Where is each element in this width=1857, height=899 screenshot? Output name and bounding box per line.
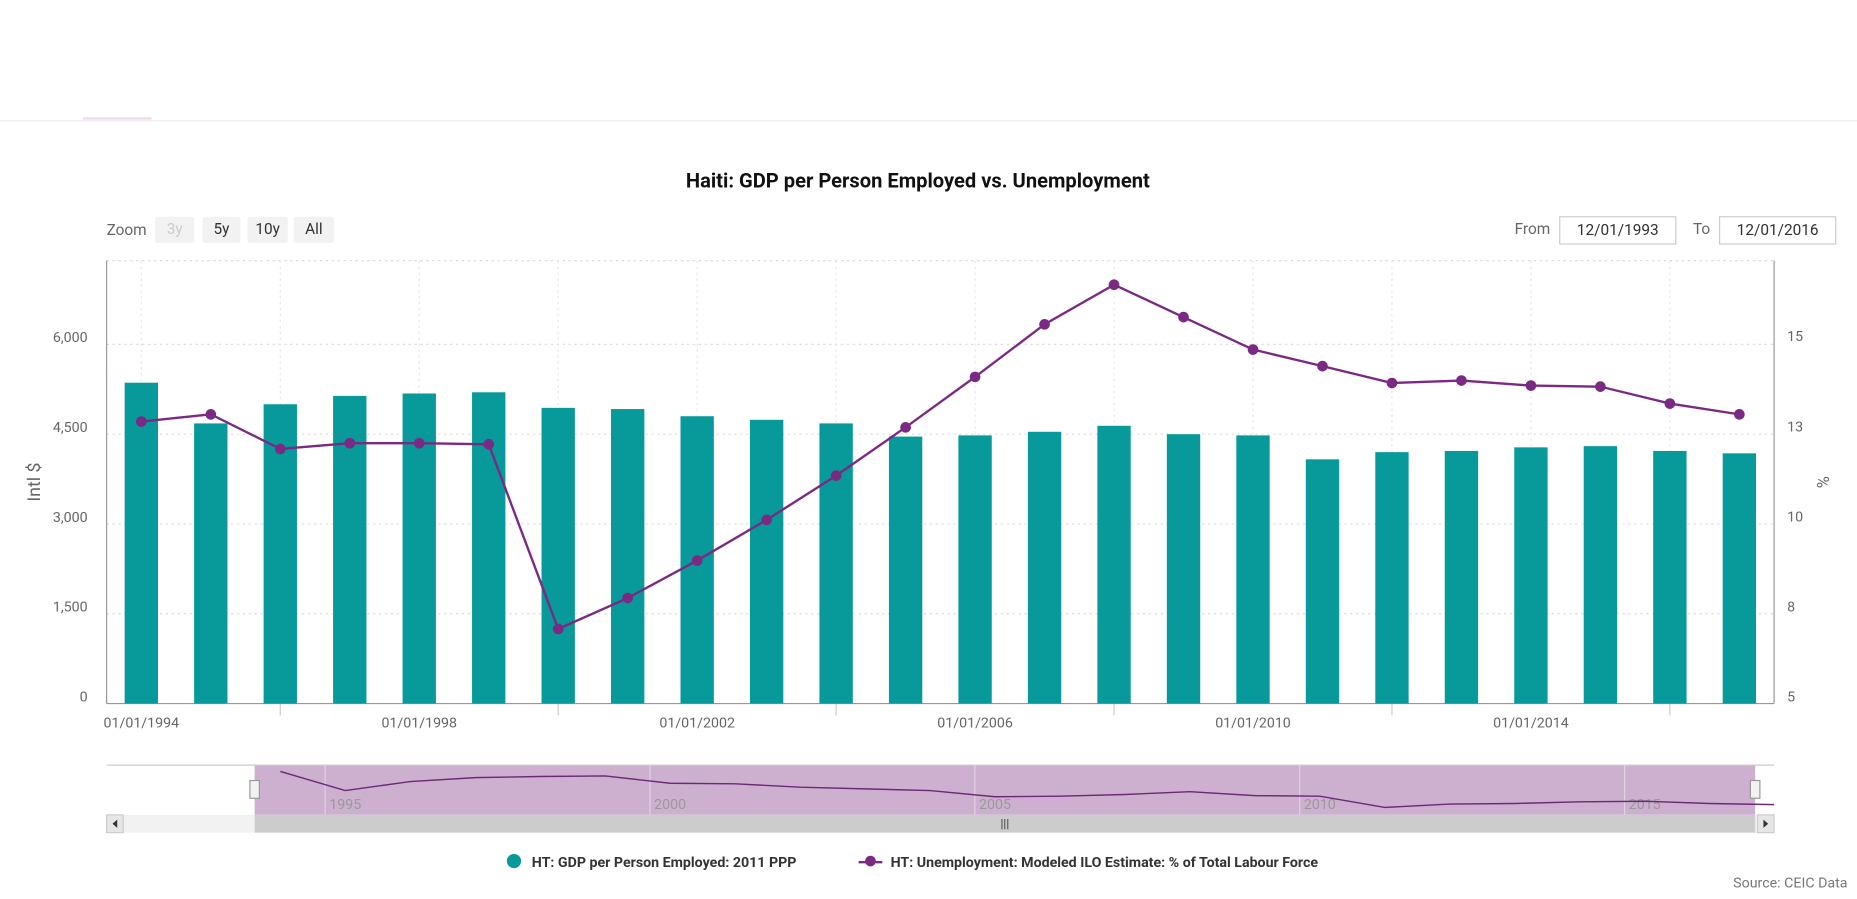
scrollbar-left-arrow bbox=[112, 819, 118, 828]
x-tick-label: 01/01/2002 bbox=[659, 715, 735, 731]
scrollbar-right-arrow bbox=[1763, 819, 1769, 828]
navigator-tick-label: 1995 bbox=[329, 797, 361, 813]
bar bbox=[541, 407, 575, 704]
line-point bbox=[413, 437, 425, 449]
line-point bbox=[1317, 360, 1328, 372]
zoom-button-label[interactable]: 10y bbox=[255, 220, 280, 238]
line-point bbox=[1386, 377, 1398, 389]
bar bbox=[1653, 450, 1687, 704]
bar bbox=[1722, 453, 1757, 704]
navigator-line bbox=[280, 770, 1775, 809]
line-point bbox=[1664, 398, 1676, 409]
bar bbox=[1236, 435, 1270, 704]
zoom-button[interactable] bbox=[202, 216, 241, 243]
legend-label[interactable]: HT: GDP per Person Employed: 2011 PPP bbox=[532, 855, 797, 871]
legend-marker[interactable] bbox=[506, 853, 522, 869]
line-point bbox=[622, 592, 634, 604]
line-point bbox=[344, 437, 356, 449]
line-point bbox=[1456, 375, 1467, 386]
navigator-selection bbox=[254, 765, 1756, 815]
bar bbox=[819, 423, 853, 704]
x-tick-label: 01/01/2006 bbox=[937, 715, 1013, 731]
y-tick-label: 6,000 bbox=[53, 330, 88, 346]
y-tick-label: 0 bbox=[80, 689, 88, 705]
bar bbox=[1375, 452, 1409, 704]
line-point bbox=[483, 438, 495, 450]
navigator-tick-label: 2000 bbox=[654, 797, 686, 813]
zoom-button-label[interactable]: 5y bbox=[214, 220, 231, 238]
y2-tick-label: 13 bbox=[1787, 419, 1803, 435]
zoom-button[interactable] bbox=[247, 216, 288, 243]
navigator-tick-label: 2015 bbox=[1629, 797, 1661, 813]
y-tick-label: 4,500 bbox=[53, 420, 88, 436]
x-tick-label: 01/01/1998 bbox=[381, 715, 457, 731]
bar bbox=[1027, 431, 1062, 704]
line-point bbox=[1734, 409, 1745, 420]
line-point bbox=[830, 470, 842, 481]
line-point bbox=[1595, 381, 1606, 392]
x-tick-label: 01/01/1994 bbox=[104, 715, 180, 731]
scrollbar-grip: ||| bbox=[1001, 816, 1010, 830]
line-point bbox=[691, 555, 703, 566]
line-point bbox=[135, 416, 147, 427]
zoom-button[interactable] bbox=[293, 216, 334, 243]
legend-marker[interactable] bbox=[865, 855, 876, 867]
bar bbox=[124, 382, 159, 704]
bar bbox=[749, 419, 784, 704]
navigator-series bbox=[280, 770, 1775, 809]
from-date[interactable]: 12/01/1993 bbox=[1577, 221, 1659, 239]
y2-axis-title: % bbox=[1812, 476, 1831, 488]
line-point bbox=[761, 514, 772, 526]
y-axis-title: Intl $ bbox=[24, 462, 45, 501]
navigator-handle[interactable] bbox=[1749, 779, 1761, 799]
navigator-tick-label: 2010 bbox=[1304, 797, 1336, 813]
zoom-label: Zoom bbox=[107, 221, 147, 239]
bar bbox=[1514, 447, 1548, 704]
bar bbox=[1305, 459, 1340, 704]
from-input[interactable] bbox=[1559, 216, 1677, 245]
line-point bbox=[1178, 311, 1189, 323]
bar bbox=[1097, 425, 1131, 704]
to-date[interactable]: 12/01/2016 bbox=[1737, 221, 1819, 239]
bar bbox=[888, 436, 923, 704]
bar bbox=[1166, 434, 1201, 704]
line-point bbox=[900, 422, 911, 433]
y2-tick-label: 10 bbox=[1787, 509, 1803, 525]
y2-tick-label: 15 bbox=[1787, 329, 1803, 345]
legend-label[interactable]: HT: Unemployment: Modeled ILO Estimate: … bbox=[891, 855, 1319, 871]
y2-tick-label: 5 bbox=[1787, 689, 1795, 705]
bar bbox=[194, 423, 228, 704]
line-point bbox=[969, 371, 981, 383]
line-point bbox=[1525, 380, 1537, 391]
line-point bbox=[552, 623, 564, 635]
navigator-handle[interactable] bbox=[249, 779, 260, 799]
to-input[interactable] bbox=[1719, 216, 1837, 245]
bar bbox=[1444, 450, 1479, 704]
bar bbox=[611, 409, 645, 704]
line-point bbox=[1108, 279, 1120, 291]
bar bbox=[958, 435, 992, 704]
line-point bbox=[1039, 319, 1050, 330]
to-label: To bbox=[1693, 220, 1710, 238]
y-tick-label: 1,500 bbox=[53, 600, 88, 616]
navigator-tick-label: 2005 bbox=[979, 797, 1011, 813]
x-tick-label: 01/01/2014 bbox=[1493, 715, 1569, 731]
zoom-button-label[interactable]: 3y bbox=[167, 220, 184, 238]
y2-tick-label: 8 bbox=[1787, 599, 1795, 615]
line-point bbox=[205, 409, 217, 420]
line bbox=[141, 283, 1740, 631]
y-tick-label: 3,000 bbox=[53, 510, 88, 526]
from-label: From bbox=[1515, 220, 1551, 238]
zoom-button[interactable] bbox=[155, 216, 195, 243]
line-point bbox=[1247, 344, 1259, 355]
x-tick-label: 01/01/2010 bbox=[1215, 715, 1291, 731]
chart-title: Haiti: GDP per Person Employed vs. Unemp… bbox=[686, 169, 1150, 193]
scrollbar-thumb[interactable] bbox=[254, 814, 1756, 833]
source: Source: CEIC Data bbox=[1733, 875, 1847, 891]
line-point bbox=[274, 443, 286, 455]
bar bbox=[1583, 446, 1618, 704]
zoom-button-label[interactable]: All bbox=[305, 220, 323, 238]
